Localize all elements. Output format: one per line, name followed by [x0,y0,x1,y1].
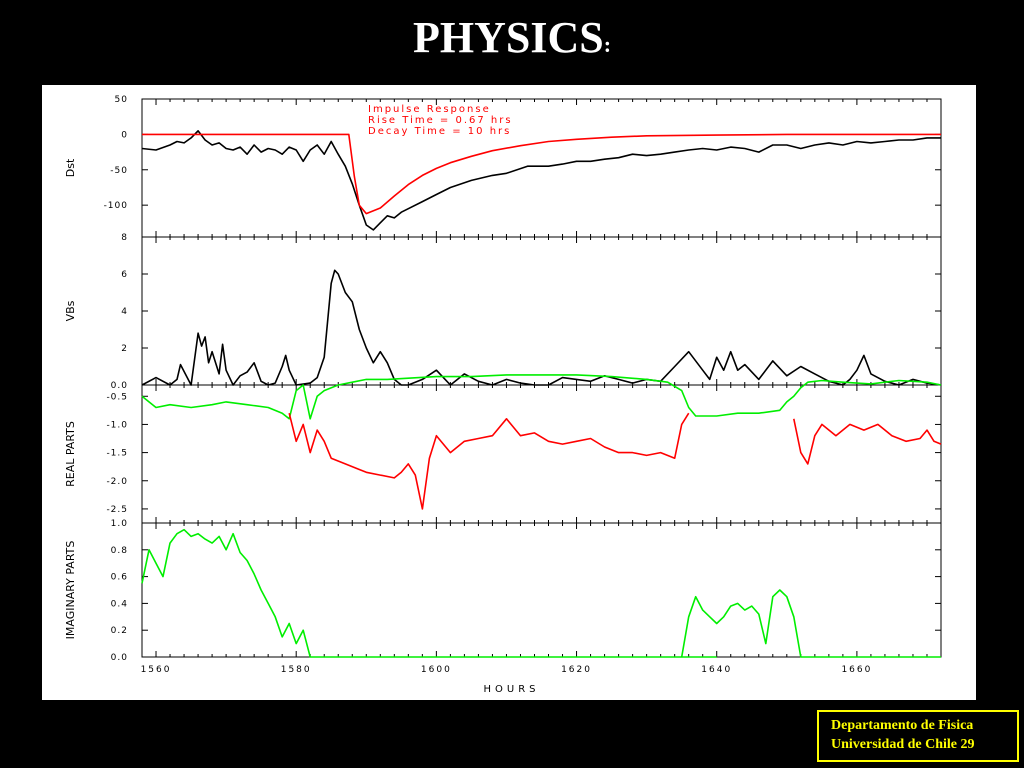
y-tick-label: 8 [121,233,128,243]
y-tick-label: -100 [104,201,128,211]
panel-frame [141,384,942,524]
annotation-text: Rise Time = 0.67 hrs [368,115,513,126]
y-tick-label: 0.8 [111,546,128,556]
figure-panel: 50 0 -50 -100 Dst Impulse Response Rise Time =… [42,85,976,700]
x-axis-label: HOURS [483,684,539,695]
y-axis-label: REAL PARTS [64,421,77,487]
y-axis-label: Dst [64,158,77,177]
y-tick-label: -2.5 [106,505,128,515]
footer-box: Departamento de Fisica Universidad de Ch… [817,710,1019,762]
y-tick-label: 0.0 [111,381,128,391]
footer-university-page: Universidad de Chile 29 [831,737,975,752]
slide-title-colon: : [603,32,612,57]
series-line [141,374,942,420]
y-tick-label: -0.5 [106,392,128,402]
y-axis-label: VBs [64,300,77,321]
series-line [141,129,941,231]
x-tick-label: 1660 [841,665,872,675]
series-line [793,418,942,465]
y-tick-label: 2 [121,344,128,354]
slide-title-text: PHYSICS [412,13,604,62]
y-tick-label: -2.0 [106,477,128,487]
y-tick-label: 0 [121,130,128,140]
y-tick-label: 4 [121,307,128,317]
annotation-text: Impulse Response [368,104,491,115]
panel-frame [141,236,942,386]
x-tick-label: 1600 [421,665,452,675]
series-line [142,133,941,215]
y-tick-label: -50 [110,166,128,176]
y-tick-label: 0.2 [111,626,128,636]
x-tick-label: 1640 [701,665,732,675]
y-tick-label: 50 [115,95,128,105]
series-line [288,412,690,510]
y-tick-label: 1.0 [111,519,128,529]
panel-frame [141,98,942,238]
x-tick-label: 1580 [281,665,312,675]
series-line [141,269,942,386]
y-tick-label: -1.5 [106,449,128,459]
y-tick-label: 0.0 [111,653,128,663]
x-tick-label: 1560 [141,665,172,675]
slide-title: PHYSICS: [0,8,1024,75]
y-tick-label: 6 [121,270,128,280]
y-tick-label: 0.4 [111,599,128,609]
y-axis-label: IMAGINARY PARTS [64,541,77,640]
series-line [141,528,717,658]
y-tick-label: 0.6 [111,573,128,583]
x-tick-label: 1620 [561,665,592,675]
footer-department: Departamento de Fisica [831,718,974,733]
annotation-text: Decay Time = 10 hrs [368,126,511,137]
series-line [680,589,941,658]
y-tick-label: -1.0 [106,420,128,430]
